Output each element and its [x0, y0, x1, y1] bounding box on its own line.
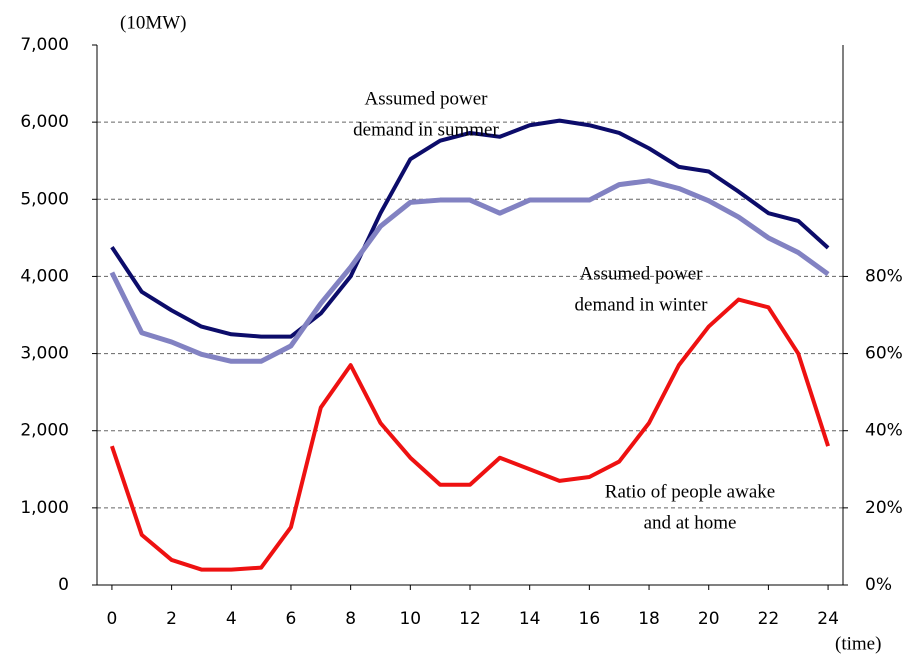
x-tick-label: 8 [345, 609, 356, 629]
series-line [110, 297, 830, 572]
series-line [109, 178, 830, 364]
annotation: demand in winter [575, 294, 709, 315]
x-tick-label: 4 [226, 609, 237, 629]
series-line [110, 118, 830, 339]
y-tick-label: 7,000 [20, 35, 69, 55]
y-tick-label: 4,000 [20, 266, 69, 286]
y-tick-label: 2,000 [20, 421, 69, 441]
y2-tick-label: 60% [865, 344, 903, 364]
x-tick-label: 16 [579, 609, 601, 629]
y2-tick-label: 20% [865, 498, 903, 518]
x-tick-label: 6 [286, 609, 297, 629]
x-tick-label: 10 [399, 609, 421, 629]
x-unit-label: (time) [835, 633, 881, 654]
y-tick-label: 3,000 [20, 344, 69, 364]
y-tick-label: 5,000 [20, 189, 69, 209]
x-tick-label: 18 [638, 609, 660, 629]
x-tick-label: 24 [817, 609, 839, 629]
y-tick-label: 0 [58, 575, 69, 595]
y-unit-label: (10MW) [120, 12, 186, 33]
x-tick-label: 2 [166, 609, 177, 629]
annotation: demand in summer [353, 119, 499, 140]
y2-tick-label: 40% [865, 421, 903, 441]
x-tick-label: 12 [459, 609, 481, 629]
x-tick-label: 14 [519, 609, 541, 629]
x-tick-label: 22 [758, 609, 780, 629]
y2-tick-label: 80% [865, 266, 903, 286]
annotation: Ratio of people awake [605, 481, 775, 502]
y2-tick-label: 0% [865, 575, 892, 595]
y-tick-label: 1,000 [20, 498, 69, 518]
x-tick-label: 0 [107, 609, 118, 629]
x-tick-label: 20 [698, 609, 720, 629]
annotation: and at home [644, 512, 737, 533]
y-tick-label: 6,000 [20, 112, 69, 132]
annotation: Assumed power [365, 88, 489, 109]
annotation: Assumed power [580, 263, 704, 284]
